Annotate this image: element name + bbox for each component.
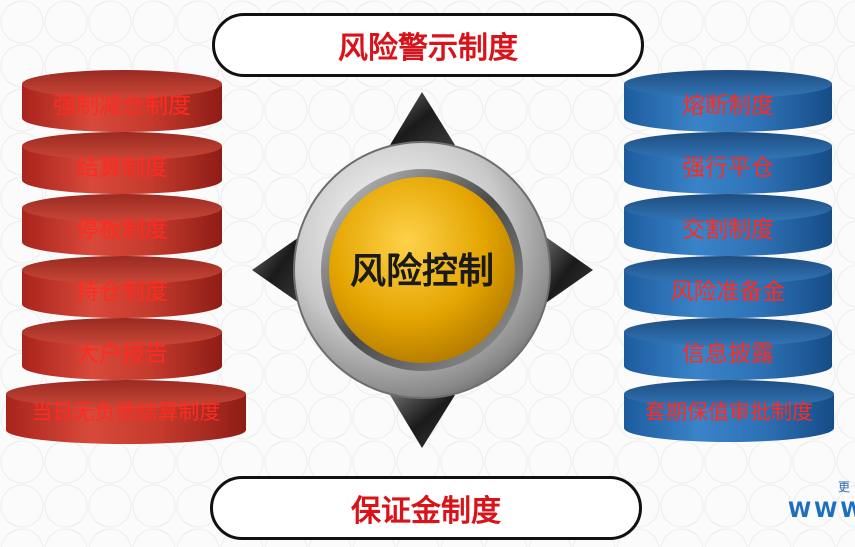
center-label: 风险控制 xyxy=(350,251,494,292)
risk-warning-banner: 风险警示制度 xyxy=(212,13,644,77)
right-disk-label: 交割制度 xyxy=(682,217,774,243)
margin-system-banner: 保证金制度 xyxy=(210,476,642,540)
left-disk-label: 大户报告 xyxy=(76,341,168,367)
right-disk-label: 熔断制度 xyxy=(682,93,774,119)
watermark-www: WWW xyxy=(788,498,855,522)
right-disk-label: 强行平仓 xyxy=(682,155,774,181)
margin-system-label: 保证金制度 xyxy=(351,494,501,529)
left-arrow-icon xyxy=(252,235,302,305)
right-disk-6: 套期保值审批制度 xyxy=(624,380,834,442)
right-disk-5: 信息披露 xyxy=(624,318,832,380)
left-disk-5: 大户报告 xyxy=(22,318,222,380)
left-disk-label: 当日无负债结算制度 xyxy=(31,400,221,424)
right-disk-4: 风险准备金 xyxy=(624,256,832,318)
left-disk-label: 结算制度 xyxy=(76,155,168,181)
right-disk-3: 交割制度 xyxy=(624,194,832,256)
left-disk-4: 持仓制度 xyxy=(22,256,222,318)
left-disk-label: 停板制度 xyxy=(76,217,168,243)
right-disk-label: 套期保值审批制度 xyxy=(645,400,813,424)
right-disk-2: 强行平仓 xyxy=(624,132,832,194)
right-disk-label: 信息披露 xyxy=(682,341,774,367)
left-disk-3: 停板制度 xyxy=(22,194,222,256)
risk-control-compass: 风险控制 xyxy=(252,92,593,448)
watermark-more: 更 xyxy=(838,480,851,494)
left-disk-2: 结算制度 xyxy=(22,132,222,194)
up-arrow-icon xyxy=(390,92,455,145)
right-disk-1: 熔断制度 xyxy=(624,70,832,132)
right-arrow-icon xyxy=(543,235,593,305)
risk-warning-label: 风险警示制度 xyxy=(338,31,518,66)
left-disk-6: 当日无负债结算制度 xyxy=(6,380,246,444)
left-disk-1: 强制减仓制度 xyxy=(22,70,222,132)
left-disk-label: 持仓制度 xyxy=(76,279,168,305)
right-disk-label: 风险准备金 xyxy=(670,279,786,305)
down-arrow-icon xyxy=(390,395,455,448)
left-disk-label: 强制减仓制度 xyxy=(53,93,191,119)
risk-control-core xyxy=(329,177,515,363)
